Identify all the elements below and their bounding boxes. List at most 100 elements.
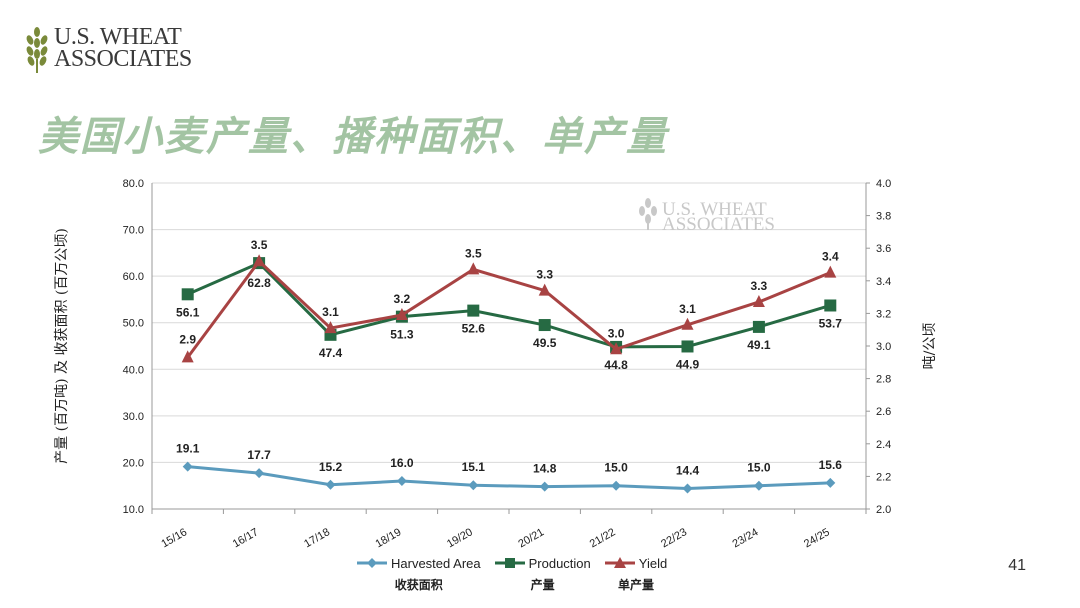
series-line-production [187,261,831,349]
data-point-diamond [325,479,336,490]
data-label: 3.2 [394,292,411,306]
legend-item-yield: Yield 单产量 [604,554,668,593]
x-tick-label: 19/20 [445,526,475,550]
data-label: 2.9 [179,332,196,346]
data-label: 15.1 [462,460,486,474]
data-point-diamond [396,476,407,487]
data-point-triangle [752,294,765,307]
axes: 10.0 20.0 30.0 40.0 50.0 60.0 70.0 80.0 2.0 2.2 2.… [54,178,938,550]
data-label: 15.2 [319,460,343,474]
data-label: 15.6 [819,458,843,472]
data-label: 51.3 [390,328,414,342]
data-point-triangle [253,254,266,267]
data-point-diamond [825,477,836,488]
data-point-triangle [610,342,623,355]
data-point-diamond [753,480,764,491]
data-point-triangle [181,350,194,363]
data-point-diamond [539,481,550,492]
data-point-square [181,288,194,301]
legend-label-harvested: Harvested Area [391,555,481,571]
right-tick-label: 2.0 [876,504,891,516]
data-label: 3.1 [679,302,696,316]
x-tick-label: 24/25 [802,526,832,550]
logo-line2: ASSOCIATES [54,46,192,72]
left-tick-label: 40.0 [123,364,144,376]
data-label: 44.8 [604,358,628,372]
right-tick-label: 2.6 [876,406,891,418]
data-label: 16.0 [390,456,414,470]
data-label: 3.3 [751,279,768,293]
right-tick-label: 4.0 [876,178,891,190]
gridlines [152,182,866,463]
x-tick-label: 23/24 [731,526,761,550]
legend-sub-yield: 单产量 [617,578,654,592]
page-title: 美国小麦产量、播种面积、单产量 [38,114,668,160]
data-point-triangle [824,265,837,278]
diamond-marker-icon [357,558,387,568]
left-tick-label: 10.0 [123,504,144,516]
data-point-triangle [681,317,694,330]
left-tick-label: 20.0 [123,457,144,469]
data-labels: 19.1 17.7 15.2 16.0 15.1 14.8 15.0 14.4 15.0 15.6… [176,238,842,477]
legend-item-production: Production 产量 [494,554,591,593]
square-marker-icon [494,558,525,568]
usw-logo: U.S. WHEAT ASSOCIATES [24,24,214,76]
right-tick-label: 3.6 [876,243,891,255]
data-point-square [752,320,765,333]
right-tick-label: 3.0 [876,341,891,353]
x-tick-label: 16/17 [231,526,261,550]
data-label: 62.8 [247,276,271,290]
data-label: 14.8 [533,462,557,476]
left-axis-title: 产量 (百万吨) 及 收获面积 (百万公顷) [54,228,70,464]
right-tick-label: 3.4 [876,276,891,288]
left-tick-label: 80.0 [123,178,144,190]
data-label: 3.5 [251,238,268,252]
x-tick-label: 22/23 [659,526,689,550]
data-label: 17.7 [247,448,271,462]
data-label: 14.4 [676,464,700,478]
data-label: 44.9 [676,357,700,371]
data-point-square [824,299,837,312]
series-line-yield [186,258,831,359]
right-tick-label: 2.2 [876,471,891,483]
data-label: 49.1 [747,338,771,352]
left-tick-label: 60.0 [123,271,144,283]
left-tick-label: 30.0 [123,411,144,423]
chart-watermark: U.S. WHEAT ASSOCIATES [639,198,775,235]
data-label: 53.7 [819,316,843,330]
data-label: 15.0 [747,461,771,475]
data-label: 15.0 [604,461,628,475]
series-line-harvested-area [187,465,831,491]
data-label: 3.1 [322,305,339,319]
right-tick-label: 3.2 [876,308,891,320]
data-label: 47.4 [319,346,343,360]
legend-sub-harvested: 收获面积 [394,578,443,592]
right-tick-label: 2.4 [876,439,891,451]
triangle-marker-icon [604,557,635,568]
x-tick-label: 18/19 [374,526,404,550]
page-number: 41 [1008,557,1026,574]
legend-label-yield: Yield [638,555,668,571]
x-tick-label: 15/16 [159,526,189,550]
data-point-diamond [682,483,693,494]
data-point-square [467,304,480,317]
data-label: 19.1 [176,442,200,456]
data-label: 49.5 [533,336,557,350]
data-point-diamond [611,480,622,491]
x-tick-label: 20/21 [516,526,546,550]
logo-line1: U.S. WHEAT [54,24,182,50]
data-point-triangle [538,283,551,296]
x-tick-label: 17/18 [302,526,332,550]
data-point-diamond [254,468,265,479]
legend-label-production: Production [528,555,591,571]
left-tick-label: 50.0 [123,318,144,330]
watermark-line1: U.S. WHEAT [662,199,767,220]
data-point-triangle [467,262,480,275]
data-label: 56.1 [176,305,200,319]
data-label: 3.3 [536,268,553,282]
data-point-triangle [324,321,337,334]
data-label: 3.5 [465,246,482,260]
data-point-square [538,319,551,332]
legend-item-harvested: Harvested Area 收获面积 [357,554,481,593]
